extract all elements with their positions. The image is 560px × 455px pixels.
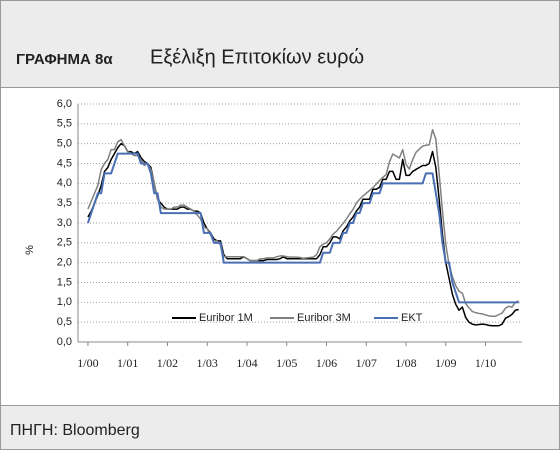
y-tick-label: 4,5 [57, 157, 72, 169]
x-tick-label: 1/00 [77, 356, 98, 370]
y-axis-label: % [24, 245, 36, 255]
figure-label: ΓΡΑΦΗΜΑ 8α [16, 51, 113, 68]
y-tick-label: 5,5 [57, 118, 72, 130]
header-band [1, 1, 559, 87]
y-tick-label: 2,0 [57, 257, 72, 269]
x-tick-label: 1/06 [316, 356, 337, 370]
y-tick-label: 0,5 [57, 316, 72, 328]
y-tick-label: 1,0 [57, 296, 72, 308]
x-tick-label: 1/09 [435, 356, 456, 370]
legend-label: Euribor 1M [199, 312, 253, 324]
y-tick-label: 2,5 [57, 237, 72, 249]
source-note: ΠΗΓΗ: Bloomberg [10, 422, 140, 439]
y-tick-label: 5,0 [57, 138, 72, 150]
y-tick-label: 6,0 [57, 98, 72, 110]
y-tick-label: 4,0 [57, 177, 72, 189]
x-tick-label: 1/08 [395, 356, 416, 370]
legend-label: ΕΚΤ [401, 312, 423, 324]
y-tick-label: 1,5 [57, 276, 72, 288]
x-tick-label: 1/02 [157, 356, 178, 370]
footer-band [1, 406, 559, 449]
y-tick-label: 3,5 [57, 197, 72, 209]
x-tick-label: 1/07 [356, 356, 377, 370]
series-line [86, 152, 519, 304]
y-tick-label: 0,0 [57, 336, 72, 348]
legend-label: Euribor 3M [297, 312, 351, 324]
x-tick-label: 1/05 [276, 356, 297, 370]
x-tick-label: 1/03 [197, 356, 218, 370]
y-tick-label: 3,0 [57, 217, 72, 229]
x-tick-label: 1/01 [117, 356, 138, 370]
x-tick-label: 1/04 [236, 356, 257, 370]
x-tick-label: 1/10 [475, 356, 496, 370]
figure-title: Εξέλιξη Επιτοκίων ευρώ [150, 46, 364, 68]
